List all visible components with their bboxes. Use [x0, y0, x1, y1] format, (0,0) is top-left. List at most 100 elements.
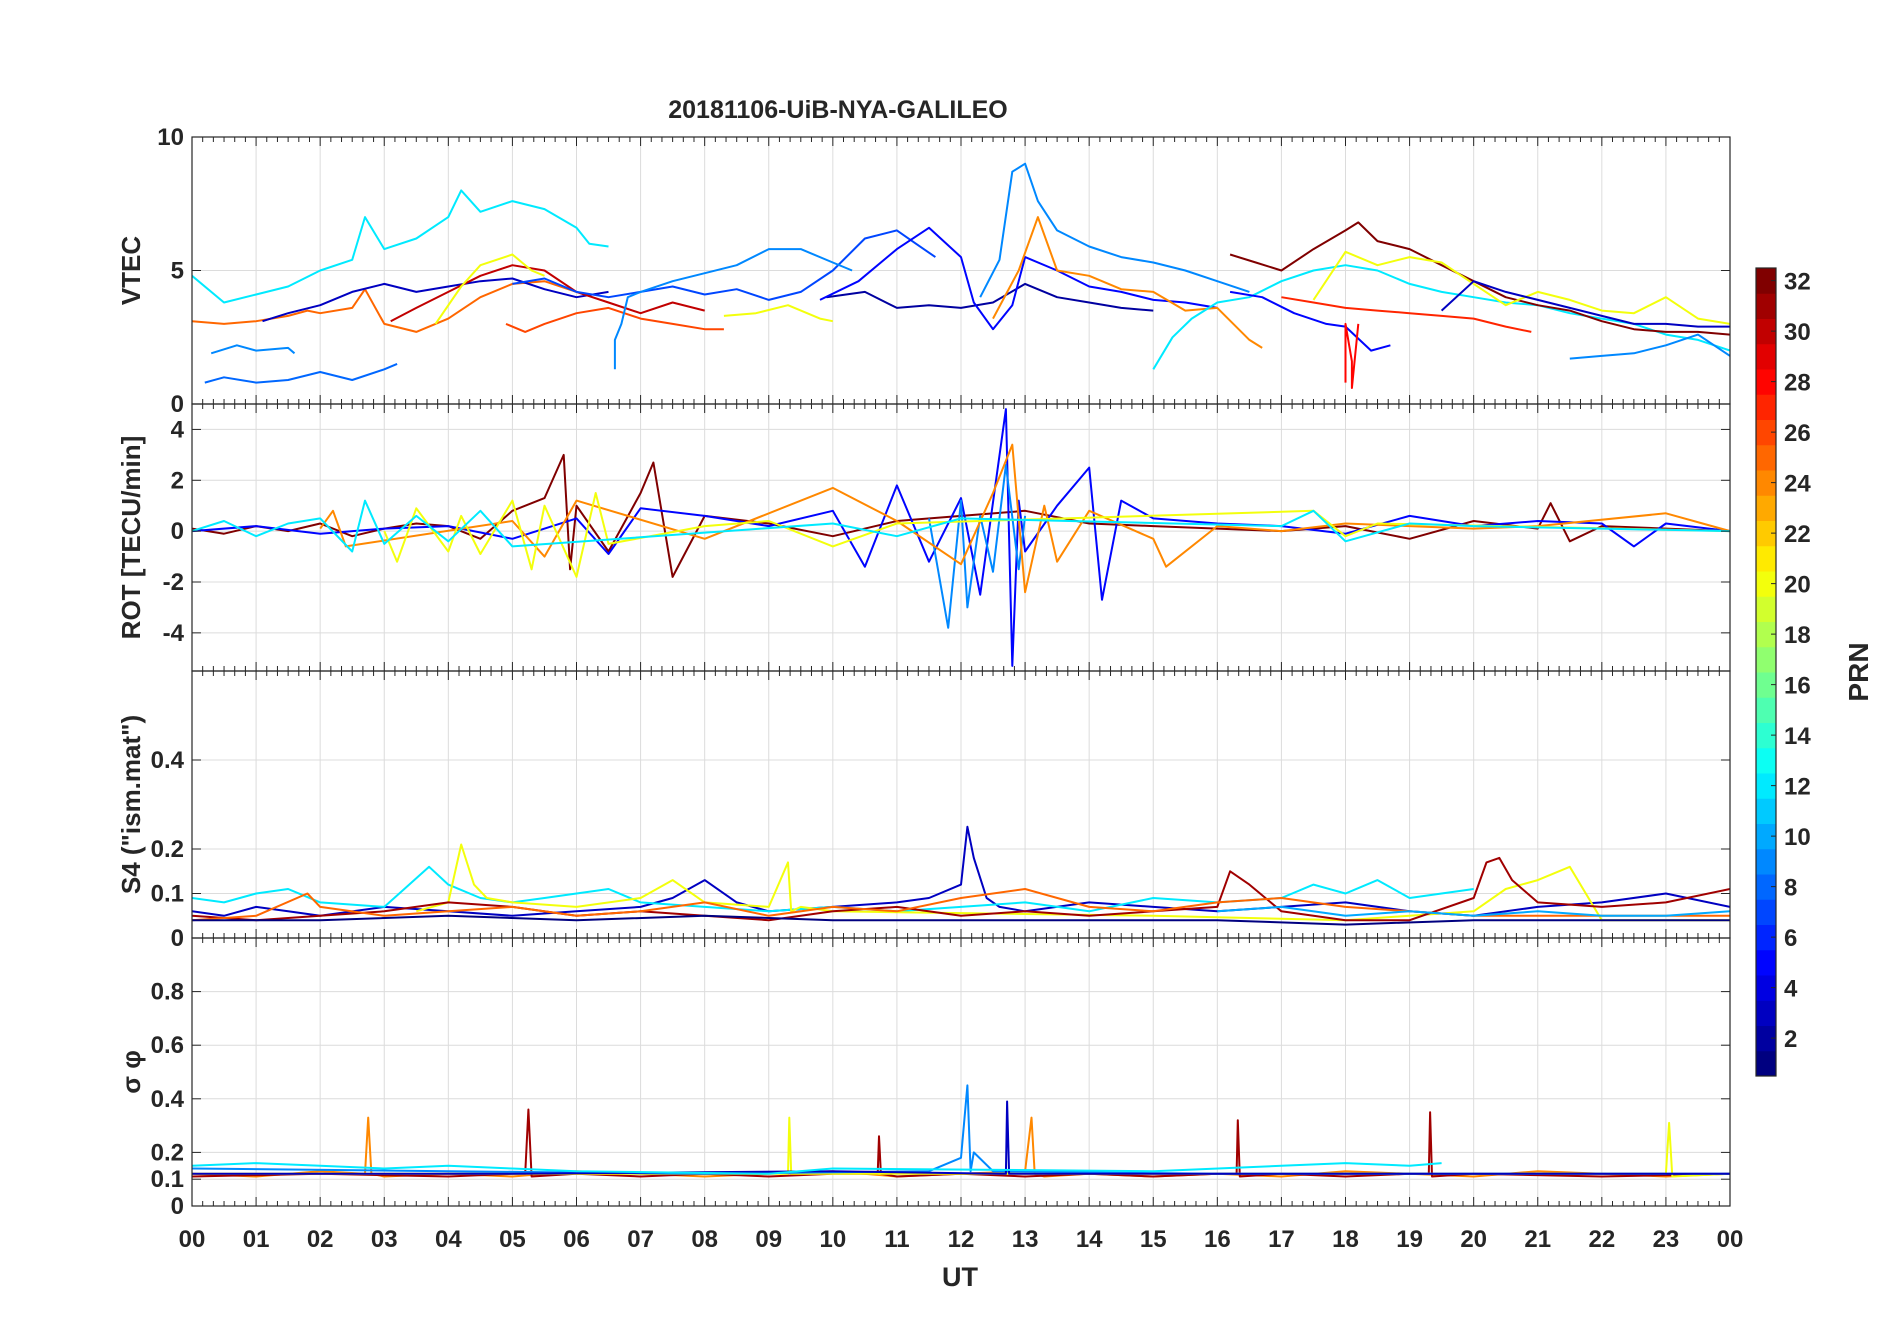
grid-rot: [191, 404, 1731, 671]
series-group-vtec: [192, 162, 1730, 389]
colorbar-swatch: [1756, 697, 1776, 723]
colorbar-swatch: [1756, 924, 1776, 951]
series-line-prn-25: [192, 888, 1730, 922]
colorbar-swatch: [1756, 318, 1776, 345]
x-tick-label: 04: [435, 1226, 462, 1253]
x-tick-label: 01: [243, 1226, 270, 1253]
series-line-prn-20: [416, 843, 1730, 922]
y-tick-label: 4: [171, 416, 185, 443]
x-ticks-sigma_phi: [191, 938, 1731, 1206]
y-axis-label-vtec: VTEC: [116, 236, 146, 306]
colorbar-swatch: [1756, 520, 1776, 547]
series-line-prn-3: [262, 277, 609, 323]
x-tick-label: 19: [1396, 1226, 1423, 1253]
y-tick-label: 0.4: [151, 1086, 185, 1113]
x-tick-label: 11: [884, 1226, 909, 1253]
panel-rot: -4 -2 0 2 4 ROT [TECU/min]: [116, 403, 1731, 672]
x-axis: 00 01 02 03 04 05 06 07 08 09 10 11 12 13 14 15 16 17 18 19…: [179, 1226, 1744, 1253]
x-tick-label: 10: [819, 1226, 846, 1253]
series-line-prn-26: [505, 306, 724, 333]
x-tick-label: 15: [1140, 1226, 1167, 1253]
series-line-prn-9: [928, 464, 1027, 629]
colorbar-swatch: [1756, 470, 1776, 496]
x-tick-label: 00: [1717, 1226, 1744, 1253]
y-tick-label: 0.8: [151, 979, 184, 1006]
series-line-prn-5: [819, 226, 1218, 331]
series-line-prn-20: [723, 304, 833, 323]
series-line-prn-20: [434, 253, 545, 325]
y-axis-label-sigma_phi: σ φ: [116, 1050, 146, 1094]
colorbar-swatch: [1756, 1025, 1776, 1052]
colorbar-frame: [1755, 267, 1777, 1077]
x-tick-label: 02: [307, 1226, 334, 1253]
colorbar-tick-label: 30: [1784, 319, 1811, 346]
colorbar-swatch: [1756, 646, 1776, 673]
colorbar-swatch: [1756, 394, 1776, 420]
x-tick-label: 09: [755, 1226, 782, 1253]
x-tick-label: 07: [627, 1226, 654, 1253]
series-line-prn-7: [512, 229, 936, 301]
y-tick-label: 0.6: [151, 1032, 184, 1059]
colorbar-swatch: [1756, 419, 1776, 446]
x-ticks-s4: [191, 671, 1731, 938]
series-line-prn-20: [1312, 250, 1730, 325]
colorbar-tick-label: 18: [1784, 622, 1811, 649]
colorbar-swatch: [1756, 722, 1776, 749]
series-line-prn-8: [204, 362, 398, 384]
x-tick-label: 23: [1653, 1226, 1680, 1253]
series-line-prn-24: [992, 216, 1263, 349]
series-line-prn-12: [192, 189, 609, 304]
grid-vtec: [191, 136, 1731, 405]
colorbar-label: PRN: [1843, 642, 1874, 701]
colorbar-tick-label: 32: [1784, 269, 1811, 296]
y-tick-label: 0: [171, 925, 184, 952]
series-line-prn-3: [192, 825, 1730, 917]
colorbar-tick-label: 12: [1784, 774, 1811, 801]
y-tick-label: 10: [157, 124, 184, 151]
x-tick-label: 20: [1460, 1226, 1487, 1253]
series-line-prn-28: [1344, 322, 1360, 389]
series-group-s4: [192, 825, 1730, 926]
grid-sigma_phi: [191, 938, 1731, 1207]
series-line-prn-10: [1217, 905, 1730, 917]
colorbar-swatch: [1756, 823, 1776, 850]
chart-title: 20181106-UiB-NYA-GALILEO: [668, 96, 1007, 124]
colorbar-swatch: [1756, 975, 1776, 1001]
series-line-prn-3: [1440, 280, 1730, 328]
colorbar-tick-label: 14: [1784, 723, 1811, 750]
x-tick-label: 22: [1588, 1226, 1615, 1253]
x-ticks-rot: [191, 404, 1731, 671]
series-line-prn-12: [192, 499, 1730, 553]
colorbar-swatch: [1756, 798, 1776, 824]
y-tick-label: 0: [171, 391, 184, 418]
x-tick-label: 06: [563, 1226, 590, 1253]
series-line-prn-9: [210, 344, 296, 355]
y-tick-label: 0.1: [151, 881, 184, 908]
x-tick-label: 05: [499, 1226, 526, 1253]
colorbar-swatch: [1756, 545, 1776, 572]
colorbar-swatch: [1756, 874, 1776, 900]
colorbar-swatch: [1756, 621, 1776, 648]
colorbar-swatch: [1756, 1000, 1776, 1026]
y-tick-label: 0.2: [151, 836, 184, 863]
colorbar-swatch: [1756, 773, 1776, 799]
colorbar-tick-label: 22: [1784, 521, 1811, 548]
series-line-prn-9: [613, 248, 853, 370]
colorbar-tick-label: 2: [1784, 1026, 1797, 1053]
series-line-prn-1: [192, 914, 1730, 926]
colorbar-swatch: [1756, 848, 1776, 875]
series-line-prn-5: [192, 408, 1730, 667]
colorbar-swatch: [1756, 293, 1776, 319]
colorbar-swatch: [1756, 444, 1776, 471]
colorbar-tick-label: 10: [1784, 824, 1811, 851]
series-line-prn-20: [383, 492, 1730, 578]
colorbar-tick-label: 4: [1784, 976, 1798, 1003]
colorbar-swatch: [1756, 949, 1776, 976]
series-line-prn-5: [1229, 290, 1391, 352]
series-line-prn-30: [390, 264, 705, 323]
colorbar-swatch: [1756, 672, 1776, 698]
x-tick-label: 12: [948, 1226, 975, 1253]
series-line-prn-12: [192, 1162, 1442, 1175]
